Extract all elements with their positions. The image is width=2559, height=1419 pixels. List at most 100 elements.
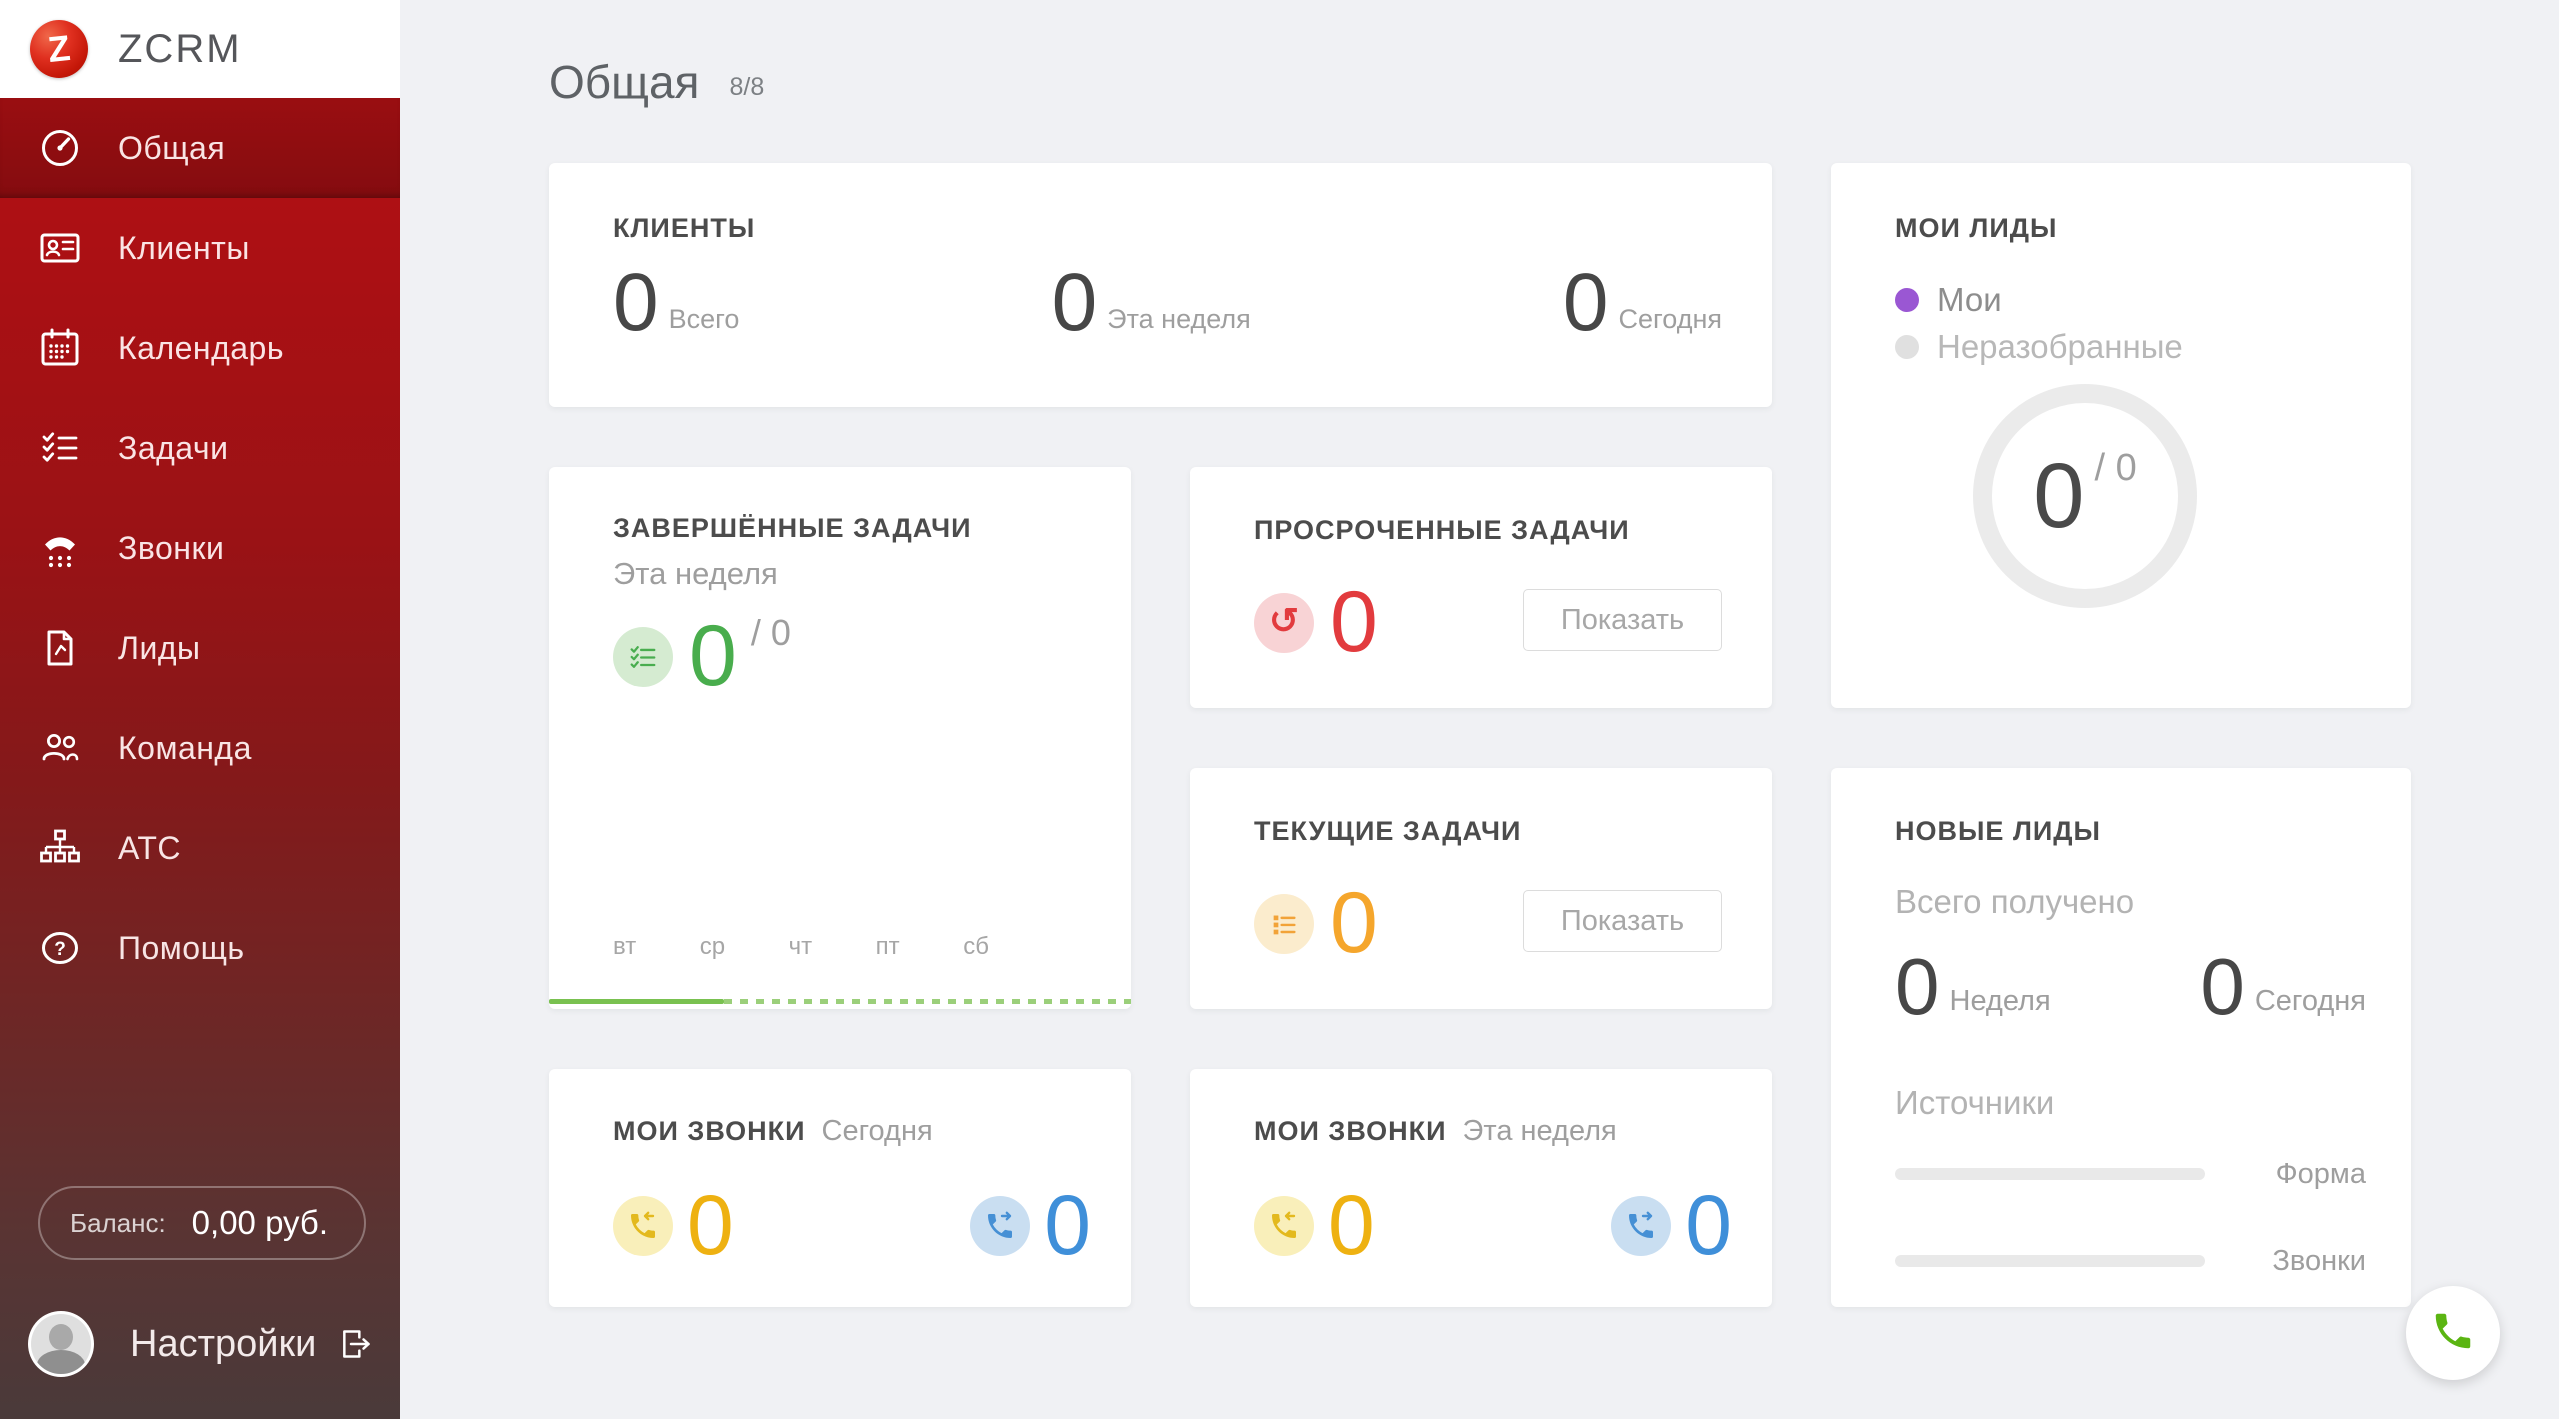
sidebar-item-label: Задачи [118,429,229,466]
sidebar-item-team[interactable]: Команда [0,698,400,798]
balance-label: Баланс: [70,1207,166,1238]
sidebar-item-pbx[interactable]: АТС [0,798,400,898]
stat-week: 0 Неделя [1895,942,2051,1031]
card-title: ТЕКУЩИЕ ЗАДАЧИ [1254,816,1522,846]
stat-label: Сегодня [2254,984,2366,1017]
id-card-icon [36,224,84,272]
sidebar-item-label: Звонки [118,529,225,566]
overdue-value: 0 [1330,574,1378,670]
sidebar-item-tasks[interactable]: Задачи [0,398,400,498]
stat-label: Всего [668,303,740,334]
sidebar-item-leads[interactable]: Лиды [0,598,400,698]
profile-row: Настройки [28,1308,376,1380]
stat-value: 0 [2200,942,2245,1031]
outgoing-call-icon [1611,1195,1672,1256]
checklist-green-icon [613,626,673,687]
avatar[interactable] [28,1311,94,1377]
stat-label: Эта неделя [1107,303,1251,334]
sidebar-item-label: Лиды [118,629,201,666]
brand-name: ZCRM [118,26,242,71]
sidebar-item-calendar[interactable]: Календарь [0,298,400,398]
stat-today: 0 Сегодня [1562,257,1722,348]
outgoing-calls-stat: 0 [970,1178,1091,1272]
source-bar-calls [1895,1255,2205,1268]
logo-header: Z ZCRM [0,0,400,98]
new-leads-card: НОВЫЕ ЛИДЫ Всего получено 0 Неделя 0 Сег… [1831,768,2411,1307]
stat-label: Сегодня [1618,303,1722,334]
logout-icon[interactable] [336,1324,376,1364]
current-tasks-card: ТЕКУЩИЕ ЗАДАЧИ 0 Показать [1190,768,1772,1009]
incoming-calls-stat: 0 [1254,1183,1375,1267]
completed-value: 0 [689,608,737,704]
svg-text:?: ? [54,939,66,960]
sidebar-item-label: Общая [118,129,226,166]
checklist-icon [36,424,84,472]
stat-value: 0 [1051,257,1098,348]
overdue-stat: ↺ 0 [1254,574,1722,670]
day-label: чт [788,933,813,960]
week-line-dashed [723,999,1131,1004]
source-bar-form [1895,1168,2205,1181]
list-orange-icon [1254,893,1314,954]
zcrm-logo-icon[interactable]: Z [30,20,88,78]
week-axis: вт ср чт пт сб [613,933,989,961]
sidebar-item-help[interactable]: ? Помощь [0,898,400,998]
day-label: пт [875,933,900,960]
legend-label: Неразобранные [1937,327,2183,365]
card-title: МОИ ЛИДЫ [1895,213,2058,243]
incoming-value: 0 [687,1178,734,1272]
sidebar-item-calls[interactable]: Звонки [0,498,400,598]
outgoing-call-icon [970,1195,1031,1256]
stat-value: 0 [1562,257,1609,348]
purple-dot-icon [1895,287,1919,312]
gauge-icon [36,124,84,172]
sidebar-item-label: Календарь [118,329,285,366]
sidebar-item-dashboard[interactable]: Общая [0,98,400,198]
sidebar: Z ZCRM Общая Клиенты Календарь [0,0,400,1419]
sidebar-item-label: Клиенты [118,229,250,266]
card-title: НОВЫЕ ЛИДЫ [1895,816,2101,846]
sidebar-item-clients[interactable]: Клиенты [0,198,400,298]
completed-total: / 0 [750,611,791,653]
dashboard-grid: КЛИЕНТЫ 0 Всего 0 Эта неделя 0 Сегодня М… [549,163,2411,1307]
lead-document-icon [36,624,84,672]
card-title: КЛИЕНТЫ [613,213,756,243]
donut-value: 0 [2033,445,2085,547]
leads-donut-chart: 0 / 0 [1973,384,2197,608]
my-calls-today-card: МОИ ЗВОНКИ Сегодня 0 0 [549,1069,1131,1307]
card-title: МОИ ЗВОНКИ [1254,1116,1447,1146]
calls-stats: 0 0 [613,1178,1091,1272]
current-value: 0 [1330,875,1378,971]
outgoing-value: 0 [1685,1178,1732,1272]
source-name: Форма [2275,1157,2366,1190]
stat-today: 0 Сегодня [2200,942,2366,1031]
calendar-icon [36,324,84,372]
stat-value: 0 [613,257,659,348]
week-progress-line [549,999,1131,1004]
pbx-tree-icon [36,824,84,872]
outgoing-value: 0 [1044,1178,1091,1272]
legend-item-unsorted: Неразобранные [1895,323,2347,370]
incoming-calls-stat: 0 [613,1178,734,1272]
stat-week: 0 Эта неделя [1051,257,1251,348]
stat-value: 0 [1895,942,1940,1031]
leads-legend: Мои Неразобранные [1895,276,2347,370]
sidebar-nav: Общая Клиенты Календарь Задачи [0,98,400,998]
balance-pill[interactable]: Баланс: 0,00 руб. [38,1186,366,1260]
sidebar-item-label: Помощь [118,929,245,966]
settings-link[interactable]: Настройки [130,1322,317,1365]
phone-green-icon [2430,1308,2476,1359]
help-icon: ? [36,924,84,972]
show-overdue-button[interactable]: Показать [1523,589,1722,651]
incoming-call-icon [613,1195,673,1256]
grey-dot-icon [1895,334,1919,359]
call-fab-button[interactable] [2406,1286,2500,1380]
page-counter: 8/8 [729,73,765,101]
completed-tasks-card: ЗАВЕРШЁННЫЕ ЗАДАЧИ Эта неделя 0 / 0 вт с… [549,467,1131,1009]
card-subtitle: Эта неделя [1462,1115,1617,1147]
card-subtitle: Эта неделя [613,556,778,591]
my-calls-week-card: МОИ ЗВОНКИ Эта неделя 0 0 [1190,1069,1772,1307]
card-subtitle: Сегодня [821,1115,933,1147]
show-current-button[interactable]: Показать [1523,890,1722,952]
card-title: ПРОСРОЧЕННЫЕ ЗАДАЧИ [1254,515,1630,545]
